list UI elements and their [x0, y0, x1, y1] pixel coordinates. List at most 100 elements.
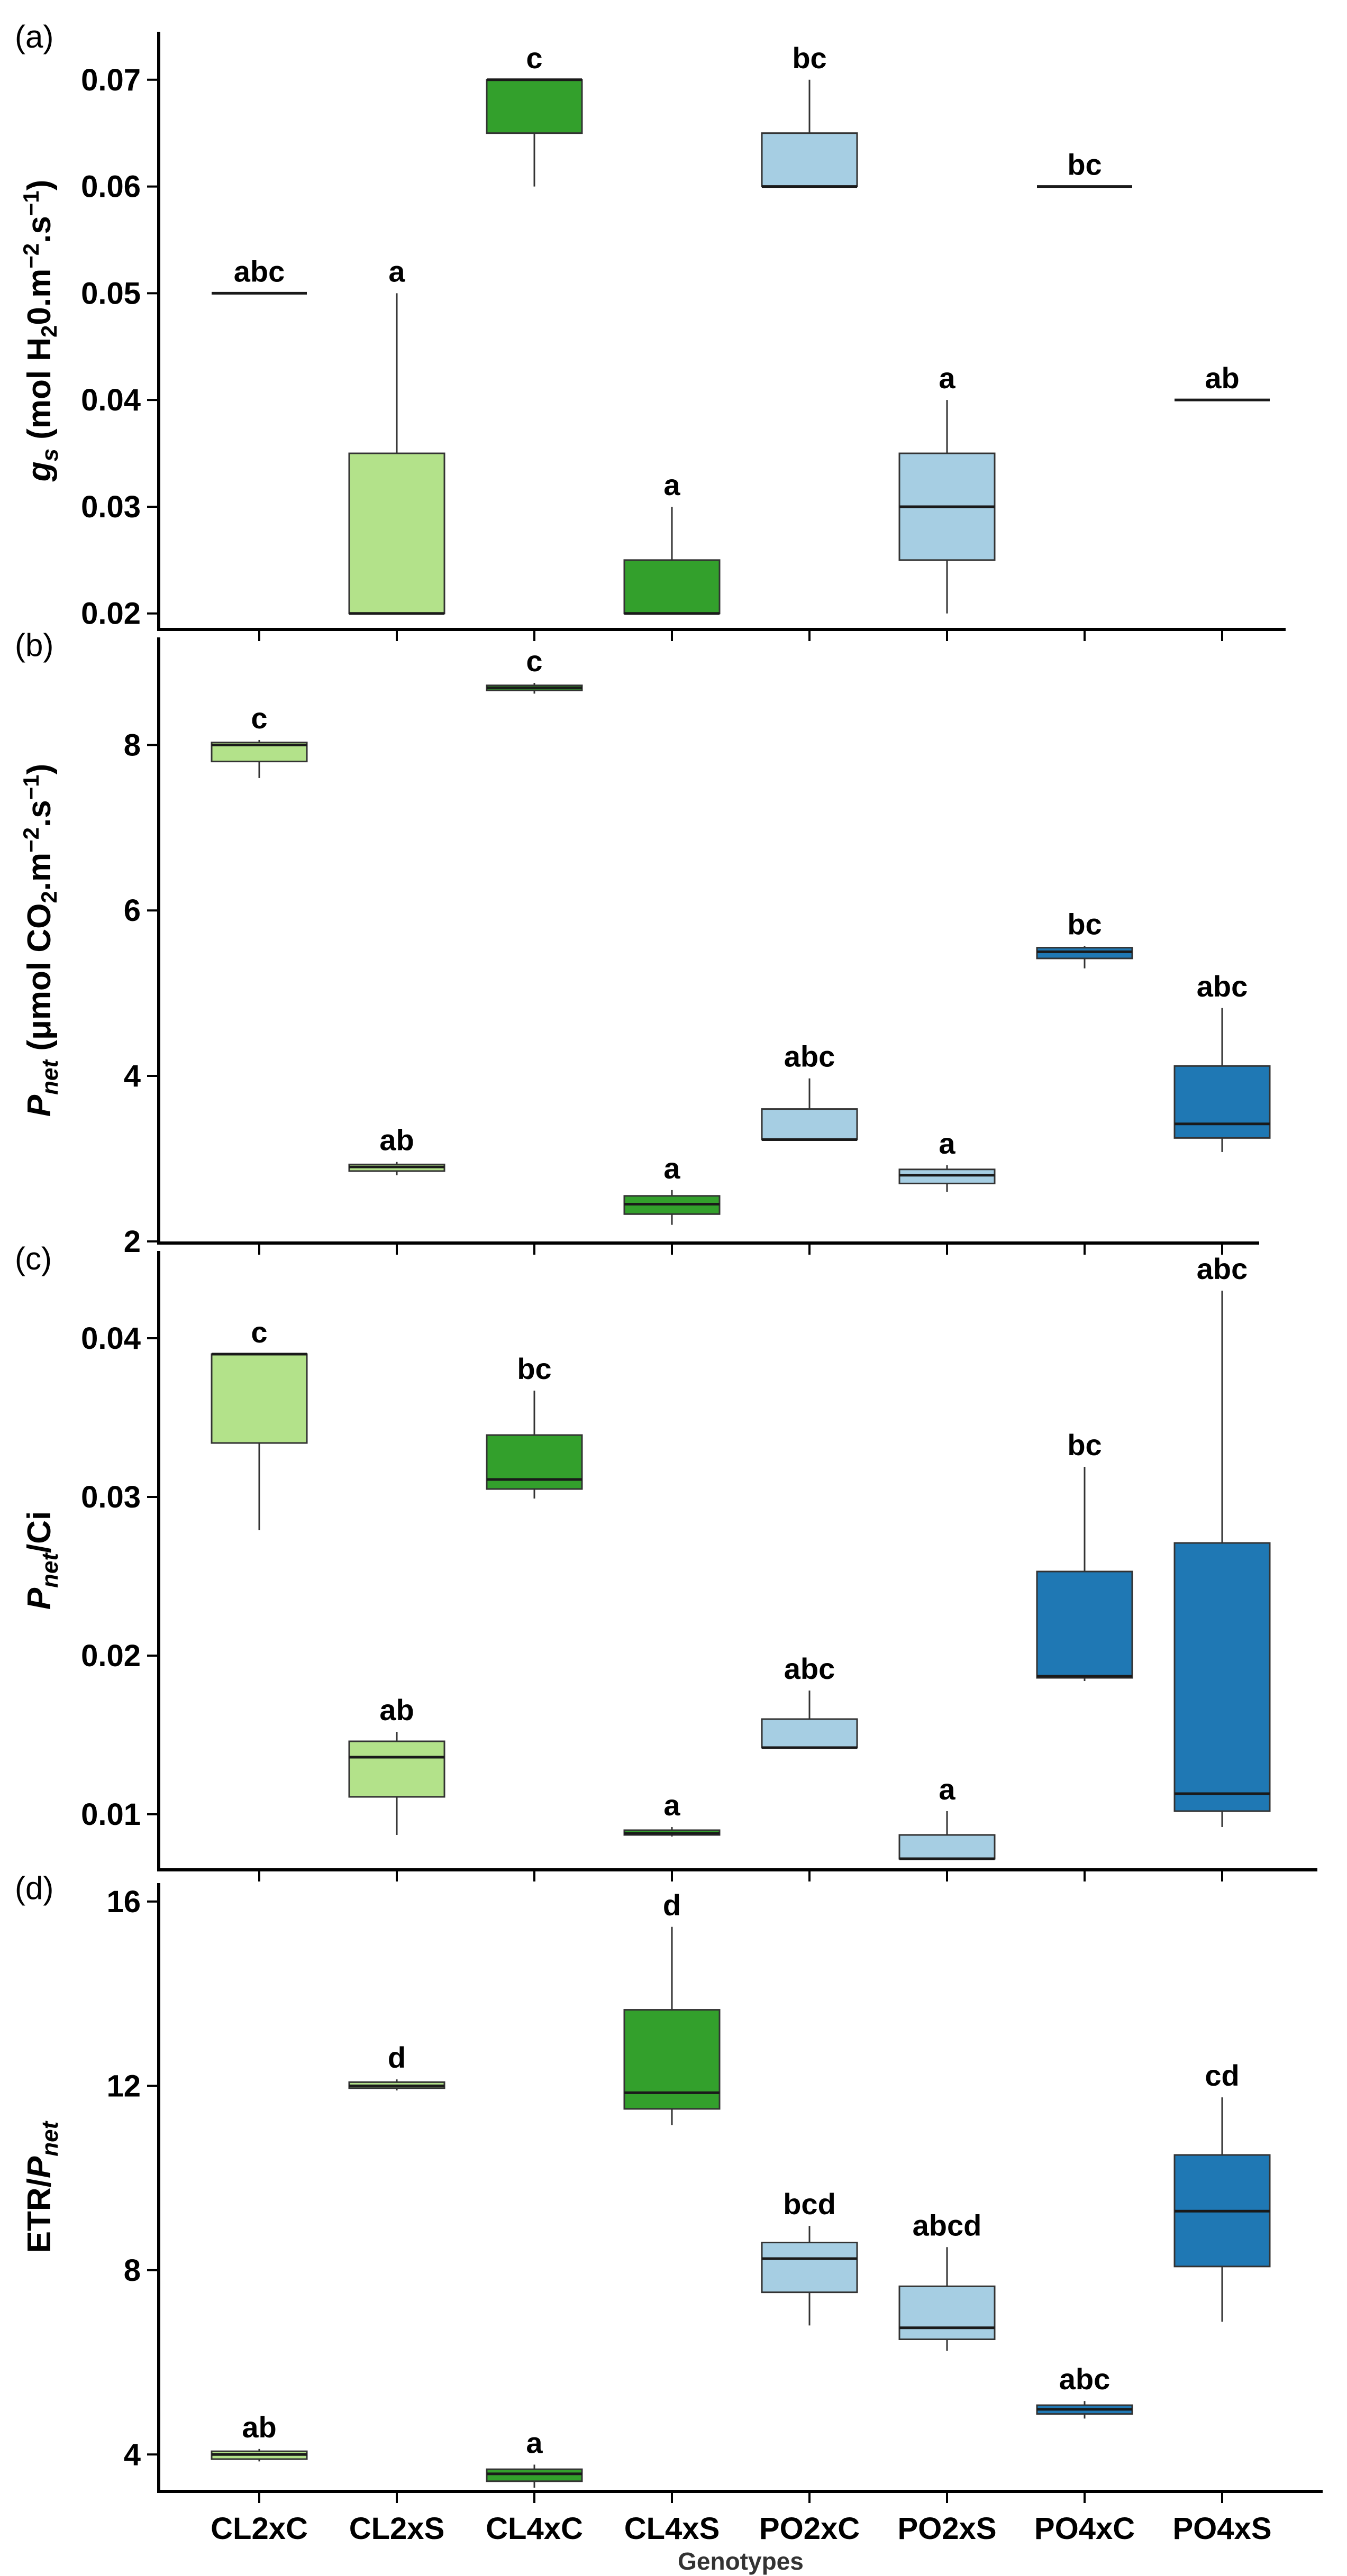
box-CL4xC: c: [486, 644, 583, 694]
box-rect: [898, 1834, 996, 1860]
box-CL2xC: c: [211, 701, 308, 778]
significance-label: ab: [379, 1693, 414, 1727]
box-CL2xS: ab: [348, 1693, 445, 1835]
box-rect: [1173, 1065, 1271, 1139]
panel-3: (c)Pnet/Ci0.010.020.030.04 cabbcaabcabcab…: [15, 1241, 1317, 1881]
box-PO4xC: bc: [1037, 148, 1132, 188]
box-PO4xC: bc: [1036, 907, 1133, 969]
significance-label: ab: [242, 2410, 276, 2444]
significance-label: c: [251, 1316, 267, 1349]
y-tick-label: 0.07: [81, 63, 141, 97]
box-rect: [761, 1108, 858, 1140]
significance-label: a: [939, 1127, 955, 1160]
box-rect: [1036, 1570, 1133, 1679]
box-PO4xS: ab: [1175, 361, 1270, 401]
y-tick-label: 8: [124, 2253, 141, 2288]
box-PO4xS: cd: [1173, 2059, 1271, 2322]
x-tick-label-PO2xC: PO2xC: [759, 2511, 860, 2546]
significance-label: a: [663, 468, 680, 501]
significance-label: c: [251, 701, 267, 735]
x-tick-label-CL2xS: CL2xS: [349, 2511, 445, 2546]
box-rect: [486, 2468, 583, 2482]
box-CL4xC: a: [486, 2426, 583, 2488]
panel-letter: (d): [15, 1870, 53, 1906]
box-PO4xS: abc: [1173, 970, 1271, 1152]
box-CL2xS: ab: [348, 1123, 445, 1175]
y-tick-label: 0.04: [81, 383, 141, 417]
box-CL2xS: d: [348, 2041, 445, 2091]
box-rect: [761, 2242, 858, 2294]
significance-label: bc: [792, 41, 826, 75]
box-PO2xS: abcd: [898, 2208, 996, 2351]
significance-label: ab: [1205, 361, 1239, 395]
box-rect: [486, 79, 583, 134]
panel-2: (b)Pnet (μmol CO2.m−2.s−1)2468cabcaabcab…: [15, 627, 1271, 1259]
box-PO2xS: a: [898, 361, 996, 614]
y-tick-label: 0.01: [81, 1797, 141, 1832]
box-CL4xS: d: [623, 1888, 721, 2125]
panel-4: (d) ETR/Pnet 4 8 12 16 ab d a d bcd abcd abc cd: [15, 1870, 1323, 2503]
box-rect: [348, 1740, 445, 1798]
x-tick-label-PO4xC: PO4xC: [1034, 2511, 1135, 2546]
significance-label: abc: [234, 254, 285, 288]
significance-label: abc: [1197, 1252, 1248, 1285]
box-rect: [623, 559, 721, 615]
box-PO4xS: abc: [1173, 1252, 1271, 1827]
significance-label: a: [663, 1788, 680, 1822]
box-PO2xC: bcd: [761, 2187, 858, 2326]
significance-label: abc: [784, 1652, 835, 1685]
box-CL4xS: a: [623, 1788, 721, 1837]
y-tick-label: 0.03: [81, 490, 141, 524]
y-tick-label: 4: [124, 1059, 141, 1093]
significance-label: abc: [1197, 970, 1248, 1003]
y-axis-title: Pnet (μmol CO2.m−2.s−1): [19, 764, 63, 1117]
significance-label: cd: [1205, 2059, 1239, 2092]
box-rect: [486, 1434, 583, 1490]
significance-label: bcd: [783, 2187, 836, 2221]
y-tick-label: 0.06: [81, 170, 141, 204]
y-axis-title: Pnet/Ci: [21, 1511, 63, 1610]
box-PO2xC: bc: [761, 41, 858, 188]
box-rect: [1173, 1542, 1271, 1812]
significance-label: c: [526, 41, 542, 75]
significance-label: bc: [1067, 148, 1102, 181]
box-CL2xC: ab: [211, 2410, 308, 2462]
panel-letter: (a): [15, 19, 53, 54]
significance-label: bc: [1067, 1428, 1102, 1461]
box-PO4xC: abc: [1036, 2362, 1133, 2419]
significance-label: bc: [517, 1352, 551, 1385]
box-CL4xC: bc: [486, 1352, 583, 1499]
box-rect: [898, 2285, 996, 2340]
x-tick-label-CL4xS: CL4xS: [624, 2511, 720, 2546]
significance-label: bc: [1067, 907, 1102, 940]
box-rect: [211, 1353, 308, 1444]
box-CL2xS: a: [348, 254, 445, 615]
significance-label: d: [663, 1888, 681, 1922]
y-tick-label: 12: [106, 2069, 141, 2103]
y-tick-label: 0.04: [81, 1321, 141, 1356]
significance-label: a: [939, 1773, 955, 1806]
box-CL2xC: c: [211, 1316, 308, 1530]
y-tick-label: 2: [124, 1225, 141, 1259]
y-tick-label: 0.05: [81, 276, 141, 310]
y-tick-label: 4: [124, 2437, 141, 2472]
y-tick-label: 6: [124, 893, 141, 928]
box-rect: [761, 132, 858, 188]
y-tick-label: 8: [124, 728, 141, 762]
significance-label: c: [526, 644, 542, 678]
significance-label: abcd: [913, 2208, 982, 2242]
x-axis-title: Genotypes: [678, 2547, 804, 2575]
box-PO2xC: abc: [761, 1652, 858, 1749]
significance-label: a: [939, 361, 955, 395]
x-tick-label-PO2xS: PO2xS: [898, 2511, 997, 2546]
box-CL4xS: a: [623, 1152, 721, 1225]
y-axis-title: gs (mol H20.m−2.s−1): [19, 180, 63, 482]
panel-1: (a) gs (mol H20.m−2.s−1) 0.02 0.03 0.04 0.05 0…: [15, 19, 1286, 641]
box-rect: [348, 452, 445, 615]
significance-label: a: [663, 1152, 680, 1185]
box-PO2xS: a: [898, 1773, 996, 1860]
x-tick-label-PO4xS: PO4xS: [1173, 2511, 1272, 2546]
box-CL4xC: c: [486, 41, 583, 187]
y-tick-label: 0.02: [81, 597, 141, 631]
